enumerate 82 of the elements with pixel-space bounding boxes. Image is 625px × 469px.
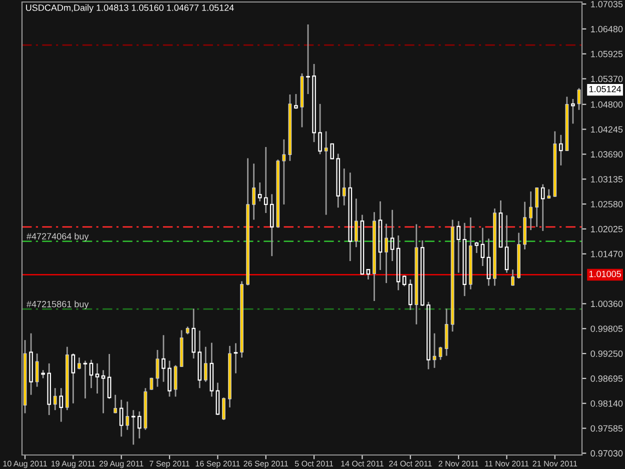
x-tick-label: 7 Sep 2011 — [150, 460, 190, 468]
candlestick — [210, 342, 214, 398]
y-tick-label: 0.99805 — [590, 326, 623, 332]
x-tick-label: 26 Sep 2011 — [244, 460, 288, 468]
x-tick-label: 5 Oct 2011 — [294, 460, 334, 466]
candlestick — [390, 209, 394, 262]
candlestick — [408, 278, 412, 311]
x-tick-label: 24 Oct 2011 — [389, 460, 432, 466]
y-tick-label: 0.98140 — [590, 400, 623, 407]
candlestick — [559, 134, 563, 166]
candlestick — [282, 138, 286, 206]
ref-line-label: #47215861 buy — [26, 300, 89, 310]
candlestick — [523, 201, 526, 250]
candlestick — [119, 399, 124, 438]
candlestick — [264, 146, 268, 214]
x-tick-label: 10 Aug 2011 — [3, 460, 47, 468]
x-tick-label: 2 Nov 2011 — [438, 460, 478, 466]
candlestick — [456, 220, 460, 274]
candlestick — [59, 387, 64, 422]
candlestick — [258, 182, 262, 202]
chart-title: USDCADm,Daily 1.04813 1.05160 1.04677 1.05124 — [26, 4, 234, 13]
x-tick-label: 14 Oct 2011 — [341, 460, 384, 466]
text: 1.05124 — [589, 86, 622, 92]
x-tick-label: 11 Nov 2011 — [485, 460, 529, 466]
y-tick-label: 0.99250 — [590, 350, 623, 357]
candlestick — [138, 410, 142, 440]
candlestick — [101, 369, 106, 414]
y-tick-label: 1.05925 — [591, 50, 623, 58]
candlestick — [162, 334, 166, 383]
candlestick — [312, 63, 316, 143]
candlestick — [462, 222, 466, 297]
y-tick-label: 1.04800 — [591, 101, 623, 108]
x-tick-label: 16 Sep 2011 — [196, 460, 240, 468]
candlestick — [486, 238, 491, 286]
candlestick — [553, 130, 557, 197]
candlestick — [252, 162, 256, 220]
y-tick-label: 1.02025 — [591, 226, 623, 232]
candlestick — [270, 193, 274, 257]
candlestick — [29, 332, 33, 396]
candlestick — [144, 387, 148, 431]
candlestick — [192, 308, 196, 360]
y-tick-label: 1.03135 — [591, 176, 623, 182]
candlestick — [324, 130, 328, 216]
x-tick-label: 21 Nov 2011 — [532, 460, 578, 466]
y-tick-label: 0.98695 — [590, 375, 623, 382]
ref-line-label: #47274064 buy — [26, 232, 89, 242]
candlestick — [492, 208, 496, 286]
candlestick — [198, 330, 202, 389]
candlestick — [336, 153, 340, 208]
candlestick — [540, 184, 545, 232]
candlestick — [348, 172, 352, 262]
y-tick-label: 0.97030 — [590, 450, 623, 457]
candlestick — [396, 234, 400, 291]
candlestick — [342, 168, 346, 206]
y-tick-label: 0.97585 — [590, 425, 623, 432]
candlestick — [95, 362, 100, 394]
candlestick — [468, 216, 472, 290]
candlestick — [372, 211, 376, 302]
candlestick — [47, 362, 52, 416]
y-tick-label: 1.02580 — [591, 201, 623, 208]
y-tick-label: 1.05370 — [591, 76, 623, 82]
candlestick — [414, 224, 418, 326]
x-tick-label: 19 Aug 2011 — [51, 460, 96, 468]
ref-line-label: 1.01005 — [589, 270, 621, 278]
candlestick — [246, 158, 250, 286]
candlestick — [354, 198, 358, 248]
candlestick — [53, 387, 57, 411]
y-tick-label: 1.00360 — [591, 300, 623, 308]
y-tick-label: 1.03690 — [591, 151, 623, 158]
candlestick — [480, 227, 485, 267]
y-tick-label: 1.07035 — [591, 0, 623, 8]
candlestick — [529, 190, 533, 231]
candlestick — [204, 346, 208, 383]
y-tick-label: 1.01470 — [591, 250, 623, 258]
candlestick — [384, 223, 388, 284]
y-tick-label: 1.06480 — [591, 26, 623, 32]
y-tick-label: 1.04245 — [591, 126, 623, 133]
candlestick — [228, 345, 232, 408]
x-tick-label: 29 Aug 2011 — [99, 460, 144, 468]
candlestick — [89, 359, 94, 389]
candlestick — [378, 200, 382, 271]
candlestick — [126, 400, 130, 431]
